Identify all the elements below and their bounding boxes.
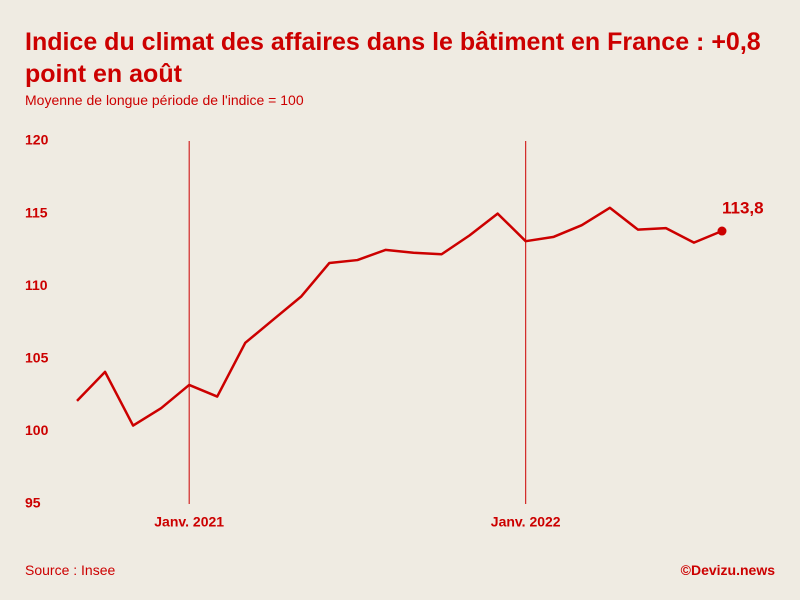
x-tick-label: Janv. 2021 xyxy=(154,514,224,530)
source: Source : Insee xyxy=(25,562,116,578)
y-tick-label: 100 xyxy=(25,422,49,438)
y-tick-label: 105 xyxy=(25,350,49,366)
y-tick-label: 110 xyxy=(25,277,48,293)
line xyxy=(76,206,723,427)
credit: ©Devizu.news xyxy=(680,562,775,578)
value-label: 113,8 xyxy=(722,199,764,218)
y-tick-label: 120 xyxy=(25,132,49,148)
x-tick-label: Janv. 2022 xyxy=(491,514,561,530)
chart-subtitle: Moyenne de longue période de l'indice = … xyxy=(25,92,304,108)
point xyxy=(717,226,727,236)
y-tick-label: 95 xyxy=(25,495,41,511)
chart-title: Indice du climat des affaires dans le bâ… xyxy=(25,28,761,88)
y-tick-label: 115 xyxy=(25,204,48,220)
